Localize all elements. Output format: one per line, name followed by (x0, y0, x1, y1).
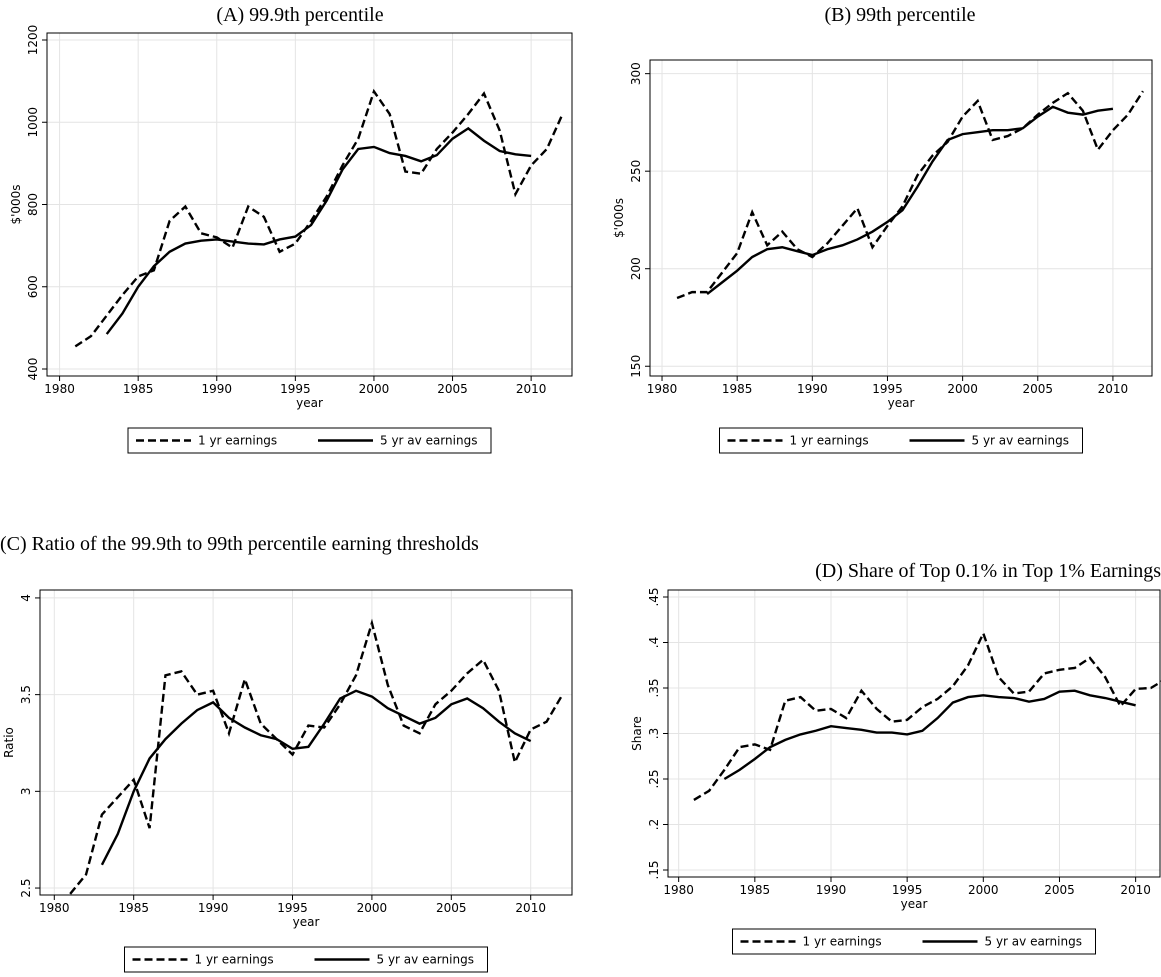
y-tick-label: .35 (647, 678, 661, 697)
plot-frame (46, 32, 573, 377)
x-tick-label: 2005 (437, 382, 468, 396)
panel-title: (D) Share of Top 0.1% in Top 1% Earnings (815, 560, 1161, 582)
x-axis-label: year (296, 396, 323, 410)
series-line (100, 689, 532, 866)
x-tick-label: 2010 (515, 901, 546, 915)
y-tick-label: 2.5 (19, 878, 33, 897)
x-tick-label: 1985 (740, 883, 771, 897)
x-tick-label: 1995 (872, 382, 903, 396)
y-tick-label: .2 (647, 819, 661, 830)
plot-frame (649, 59, 1153, 377)
x-tick-label: 1980 (647, 382, 678, 396)
x-tick-label: 1980 (663, 883, 694, 897)
x-tick-label: 2000 (947, 382, 978, 396)
x-tick-label: 1990 (201, 382, 232, 396)
y-tick-label: 4 (19, 594, 33, 602)
legend-label: 1 yr earnings (198, 434, 277, 448)
legend-label: 5 yr av earnings (377, 953, 474, 967)
x-axis-label: year (901, 897, 928, 911)
y-tick-label: .45 (647, 587, 661, 606)
x-tick-label: 1990 (198, 901, 229, 915)
x-tick-label: 2000 (968, 883, 999, 897)
y-tick-label: 3.5 (19, 685, 33, 704)
y-axis-label: Ratio (2, 727, 16, 758)
series-line (693, 630, 1161, 801)
x-tick-label: 1995 (280, 382, 311, 396)
x-tick-label: 2010 (516, 382, 547, 396)
x-tick-label: 2010 (1098, 382, 1129, 396)
y-axis-label: Share (630, 716, 644, 751)
legend-label: 5 yr av earnings (985, 935, 1082, 949)
y-tick-label: 300 (629, 62, 643, 85)
series-line (74, 88, 564, 348)
y-tick-label: 800 (26, 193, 40, 216)
x-tick-label: 2000 (357, 901, 388, 915)
y-tick-label: 250 (629, 160, 643, 183)
legend-label: 1 yr earnings (195, 953, 274, 967)
y-tick-label: 200 (629, 257, 643, 280)
panel-title: (B) 99th percentile (824, 4, 976, 26)
series-line (676, 90, 1144, 300)
y-tick-label: .25 (647, 769, 661, 788)
x-tick-label: 1985 (722, 382, 753, 396)
x-tick-label: 1985 (123, 382, 154, 396)
y-axis-label: $'000s (612, 198, 626, 238)
panel-title: (A) 99.9th percentile (216, 4, 384, 26)
series-line (706, 105, 1114, 296)
x-axis-label: year (293, 915, 320, 929)
x-tick-label: 1985 (118, 901, 149, 915)
x-tick-label: 1980 (44, 382, 75, 396)
y-tick-label: .4 (647, 637, 661, 648)
x-tick-label: 1995 (892, 883, 923, 897)
x-axis-label: year (888, 396, 915, 410)
x-tick-label: 2005 (1022, 382, 1053, 396)
plot-frame (39, 589, 573, 896)
y-tick-label: 1000 (26, 107, 40, 138)
y-tick-label: 150 (629, 355, 643, 378)
plot-frame (667, 589, 1161, 878)
x-tick-label: 1990 (816, 883, 847, 897)
panel-title: (C) Ratio of the 99.9th to 99th percenti… (0, 533, 479, 555)
y-tick-label: .3 (647, 728, 661, 739)
x-tick-label: 2000 (359, 382, 390, 396)
y-tick-label: .15 (647, 860, 661, 879)
y-tick-label: 3 (19, 788, 33, 796)
x-tick-label: 2005 (1044, 883, 1075, 897)
x-tick-label: 1995 (277, 901, 308, 915)
y-tick-label: 600 (26, 275, 40, 298)
legend-label: 1 yr earnings (803, 935, 882, 949)
x-tick-label: 1980 (39, 901, 70, 915)
series-line (69, 618, 564, 895)
x-tick-label: 1990 (797, 382, 828, 396)
series-line (105, 126, 532, 335)
y-axis-label: $'000s (9, 184, 23, 224)
x-tick-label: 2005 (436, 901, 467, 915)
x-tick-label: 2010 (1120, 883, 1151, 897)
legend-label: 5 yr av earnings (380, 434, 477, 448)
legend-label: 5 yr av earnings (972, 434, 1069, 448)
y-tick-label: 400 (26, 358, 40, 381)
y-tick-label: 1200 (26, 25, 40, 56)
series-line (723, 689, 1136, 781)
legend-label: 1 yr earnings (790, 434, 869, 448)
